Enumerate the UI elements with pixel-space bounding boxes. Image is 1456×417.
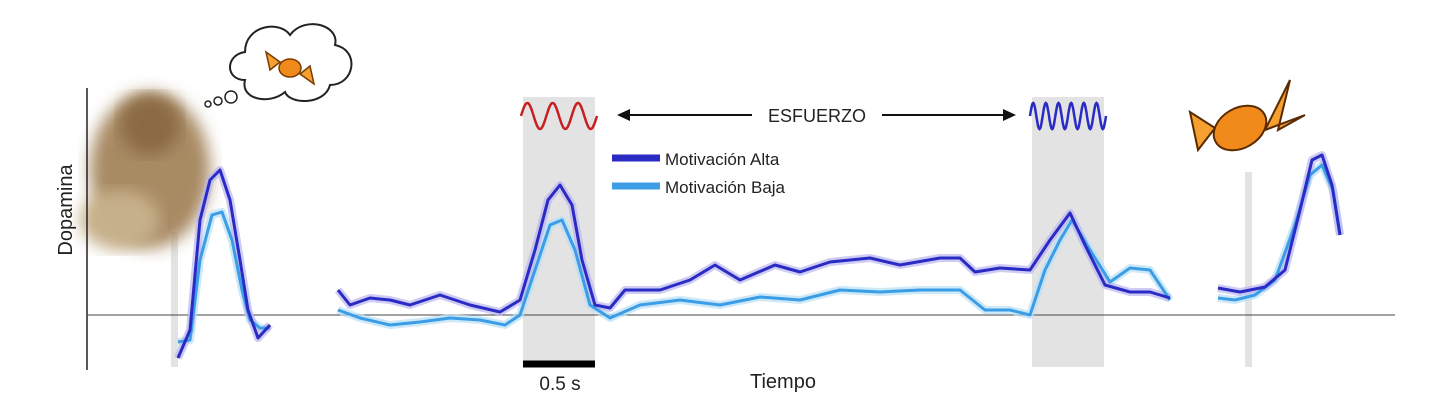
- thought-cloud: [204, 23, 353, 108]
- candy-wrap: [1262, 79, 1306, 132]
- trace-high: [176, 168, 272, 359]
- monkey-image: [80, 92, 210, 250]
- bubble: [204, 100, 212, 108]
- cue-bar: [171, 232, 178, 367]
- bubble: [224, 90, 238, 104]
- trace-high: [336, 183, 1171, 314]
- effort-wave: [1028, 101, 1108, 131]
- traces: [174, 151, 1344, 360]
- candy-wrap: [264, 50, 316, 86]
- effort-label: ESFUERZO: [768, 106, 866, 126]
- arrow-head: [617, 109, 630, 121]
- trace-high: [1217, 153, 1342, 294]
- effort-box: [523, 97, 595, 367]
- candy: [1212, 104, 1268, 152]
- effort-wave: [519, 101, 599, 131]
- candy-wrap: [1188, 109, 1217, 153]
- legend-label: Motivación Baja: [665, 178, 786, 197]
- trace-low: [337, 218, 1172, 327]
- legend-label: Motivación Alta: [665, 150, 780, 169]
- arrow-head: [1003, 109, 1016, 121]
- bubble: [213, 96, 223, 106]
- trace-low: [177, 210, 270, 344]
- candy-icon: [1188, 79, 1306, 153]
- monkey-head: [120, 95, 180, 155]
- scale-bar-label: 0.5 s: [539, 374, 580, 395]
- candy: [278, 58, 302, 78]
- x-axis-label: Tiempo: [750, 371, 816, 393]
- y-axis-label: Dopamina: [55, 164, 77, 256]
- reward-bar: [1245, 172, 1252, 367]
- monkey-arm: [80, 190, 160, 250]
